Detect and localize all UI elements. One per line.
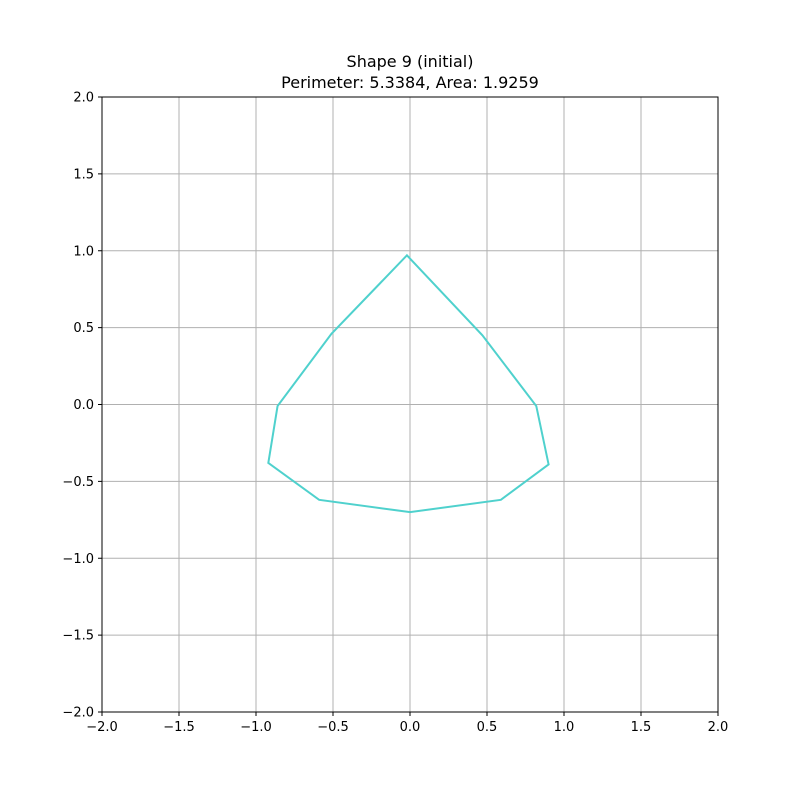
y-tick-label: 1.0	[73, 244, 94, 259]
axis-ticks	[98, 96, 719, 716]
shape-outline	[267, 253, 550, 514]
y-tick-label: −1.5	[62, 629, 94, 644]
y-tick-label: −1.0	[62, 552, 94, 567]
grid-lines	[101, 96, 719, 713]
y-tick-label: 0.0	[73, 398, 94, 413]
x-tick-label: 1.0	[554, 720, 575, 735]
x-tick-label: 1.5	[631, 720, 652, 735]
x-tick-label: 0.5	[477, 720, 498, 735]
chart-title: Shape 9 (initial)	[347, 52, 474, 71]
chart-subtitle: Perimeter: 5.3384, Area: 1.9259	[281, 73, 539, 92]
x-tick-label: −2.0	[86, 720, 118, 735]
y-tick-label: 2.0	[73, 91, 94, 106]
x-axis-tick-labels: −2.0 −1.5 −1.0 −0.5 0.0 0.5 1.0 1.5 2.0	[86, 720, 728, 735]
y-tick-label: −2.0	[62, 706, 94, 721]
y-tick-label: 0.5	[73, 321, 94, 336]
x-tick-label: 2.0	[708, 720, 729, 735]
y-axis-tick-labels: −2.0 −1.5 −1.0 −0.5 0.0 0.5 1.0 1.5 2.0	[62, 91, 94, 721]
x-tick-label: 0.0	[400, 720, 421, 735]
x-tick-label: −1.0	[240, 720, 272, 735]
shape-outline-group	[267, 253, 550, 514]
x-tick-label: −0.5	[317, 720, 349, 735]
x-tick-label: −1.5	[163, 720, 195, 735]
y-tick-label: 1.5	[73, 167, 94, 182]
y-tick-label: −0.5	[62, 475, 94, 490]
